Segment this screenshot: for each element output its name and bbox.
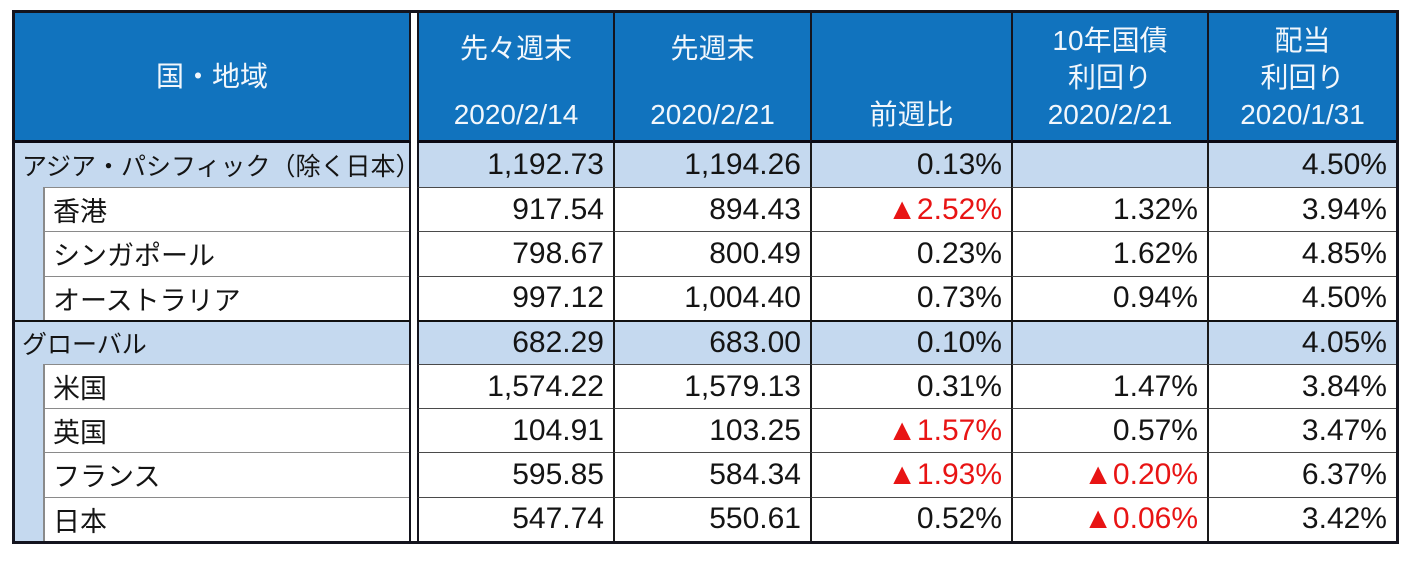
column-gap — [411, 452, 417, 497]
column-gap — [411, 187, 417, 232]
region-name: 米国 — [43, 363, 409, 409]
dividend-yield-cell: 3.84% — [1207, 363, 1396, 409]
header-gap — [411, 13, 417, 143]
dividend-yield-cell: 4.50% — [1207, 275, 1396, 320]
region-name: 英国 — [43, 408, 409, 453]
region-name: アジア・パシフィック（除く日本） — [22, 153, 411, 182]
week-before-last-value-cell: 595.85 — [417, 452, 613, 497]
region-name: オーストラリア — [43, 275, 409, 320]
region-cell: グローバル — [15, 319, 411, 364]
wow-change-cell: ▲1.57% — [810, 408, 1011, 453]
week-before-last-value-cell: 997.12 — [417, 275, 613, 320]
header-week-before-last-label: 先々週末 — [459, 33, 572, 64]
region-cell: アジア・パシフィック（除く日本） — [15, 143, 411, 188]
last-week-value-cell: 550.61 — [613, 496, 810, 541]
region-name: 日本 — [43, 496, 409, 541]
header-region-label: 国・地域 — [155, 61, 268, 92]
region-cell: 米国 — [15, 363, 411, 409]
column-gap — [411, 143, 417, 188]
header-cell-dividend-yield: 配当 利回り 2020/1/31 — [1207, 13, 1396, 143]
region-cell: フランス — [15, 452, 411, 497]
column-gap — [411, 408, 417, 453]
region-name: フランス — [43, 452, 409, 497]
bond-yield-cell — [1011, 143, 1207, 188]
region-cell: オーストラリア — [15, 275, 411, 320]
header-cell-last-week: 先週末 2020/2/21 — [613, 13, 810, 143]
dividend-yield-cell: 4.85% — [1207, 231, 1396, 276]
last-week-value-cell: 1,579.13 — [613, 363, 810, 409]
last-week-value-cell: 103.25 — [613, 408, 810, 453]
dividend-yield-cell: 4.50% — [1207, 143, 1396, 188]
column-gap — [411, 319, 417, 364]
wow-change-cell: 0.23% — [810, 231, 1011, 276]
column-gap — [411, 496, 417, 541]
region-cell: 日本 — [15, 496, 411, 541]
bond-yield-cell — [1011, 319, 1207, 364]
bond-yield-cell: 0.94% — [1011, 275, 1207, 320]
dividend-yield-cell: 4.05% — [1207, 319, 1396, 364]
header-dividend-yield-label1: 配当 — [1274, 25, 1331, 56]
wow-change-cell: 0.10% — [810, 319, 1011, 364]
dividend-yield-cell: 3.42% — [1207, 496, 1396, 541]
last-week-value-cell: 1,004.40 — [613, 275, 810, 320]
last-week-value-cell: 584.34 — [613, 452, 810, 497]
bond-yield-cell: 1.47% — [1011, 363, 1207, 409]
header-cell-week-before-last: 先々週末 2020/2/14 — [417, 13, 613, 143]
bond-yield-cell: 1.32% — [1011, 187, 1207, 232]
index-yield-table: 国・地域 先々週末 2020/2/14 先週末 2020/2/21 前週比 10… — [12, 10, 1399, 544]
dividend-yield-cell: 6.37% — [1207, 452, 1396, 497]
column-gap — [411, 363, 417, 409]
column-gap — [411, 275, 417, 320]
week-before-last-value-cell: 104.91 — [417, 408, 613, 453]
week-before-last-value-cell: 1,574.22 — [417, 363, 613, 409]
header-dividend-yield-label2: 利回り — [1260, 62, 1345, 93]
last-week-value-cell: 683.00 — [613, 319, 810, 364]
wow-change-cell: 0.73% — [810, 275, 1011, 320]
bond-yield-cell: 1.62% — [1011, 231, 1207, 276]
header-cell-wow-change: 前週比 — [810, 13, 1011, 143]
column-gap — [411, 231, 417, 276]
last-week-value-cell: 800.49 — [613, 231, 810, 276]
wow-change-cell: 0.13% — [810, 143, 1011, 188]
week-before-last-value-cell: 798.67 — [417, 231, 613, 276]
wow-change-cell: ▲1.93% — [810, 452, 1011, 497]
wow-change-cell: 0.31% — [810, 363, 1011, 409]
week-before-last-value-cell: 547.74 — [417, 496, 613, 541]
header-wow-change-label: 前週比 — [869, 99, 954, 130]
header-bond-yield-label1: 10年国債 — [1052, 25, 1168, 56]
header-bond-yield-date: 2020/2/21 — [1047, 99, 1173, 130]
dividend-yield-cell: 3.47% — [1207, 408, 1396, 453]
last-week-value-cell: 1,194.26 — [613, 143, 810, 188]
region-cell: 香港 — [15, 187, 411, 232]
last-week-value-cell: 894.43 — [613, 187, 810, 232]
header-cell-bond-yield: 10年国債 利回り 2020/2/21 — [1011, 13, 1207, 143]
region-cell: 英国 — [15, 408, 411, 453]
bond-yield-cell: 0.57% — [1011, 408, 1207, 453]
header-cell-region: 国・地域 — [15, 13, 411, 143]
dividend-yield-cell: 3.94% — [1207, 187, 1396, 232]
header-week-before-last-date: 2020/2/14 — [453, 99, 579, 130]
header-bond-yield-label2: 利回り — [1067, 62, 1152, 93]
bond-yield-cell: ▲0.20% — [1011, 452, 1207, 497]
wow-change-cell: ▲2.52% — [810, 187, 1011, 232]
region-name: グローバル — [22, 330, 147, 359]
bond-yield-cell: ▲0.06% — [1011, 496, 1207, 541]
header-last-week-label: 先週末 — [670, 33, 755, 64]
wow-change-cell: 0.52% — [810, 496, 1011, 541]
header-last-week-date: 2020/2/21 — [650, 99, 775, 130]
region-name: 香港 — [43, 187, 409, 232]
week-before-last-value-cell: 682.29 — [417, 319, 613, 364]
header-dividend-yield-date: 2020/1/31 — [1240, 99, 1365, 130]
region-cell: シンガポール — [15, 231, 411, 276]
week-before-last-value-cell: 917.54 — [417, 187, 613, 232]
region-name: シンガポール — [43, 231, 409, 276]
week-before-last-value-cell: 1,192.73 — [417, 143, 613, 188]
